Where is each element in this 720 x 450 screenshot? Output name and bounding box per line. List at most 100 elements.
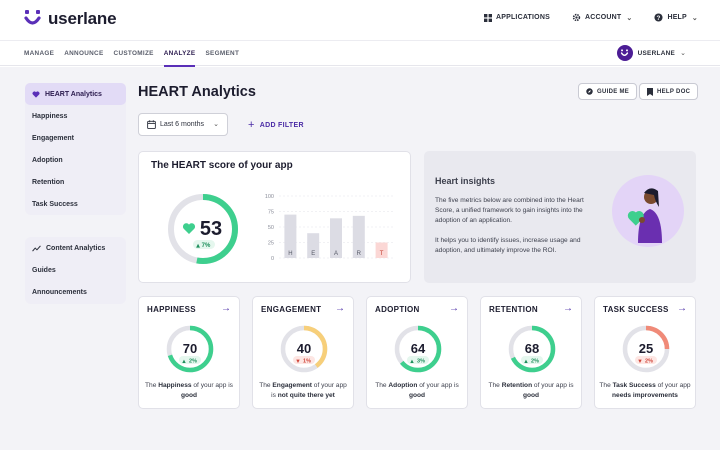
sidebar-heart-group: HEART Analytics Happiness Engagement Ado… (25, 83, 126, 215)
bar-label: A (334, 251, 338, 257)
bar-H (284, 214, 297, 258)
desc-status: good (408, 392, 426, 399)
bar-T (375, 242, 388, 258)
tab-segment[interactable]: SEGMENT (205, 50, 240, 57)
user-menu[interactable]: USERLANE ⌄ (616, 45, 686, 61)
heart-score-arc (168, 194, 238, 264)
metric-description: The Engagement of your app is not quite … (257, 381, 349, 401)
metric-card-adoption[interactable]: ADOPTION → 64 ▲ 3% The Adoption of your ap… (366, 296, 468, 409)
sidebar-item-task-success[interactable]: Task Success (25, 193, 126, 215)
bar-R (352, 215, 365, 258)
sidebar-item-announcements[interactable]: Announcements (25, 281, 126, 303)
chevron-down-icon: ⌄ (626, 14, 633, 22)
y-tick-label: 50 (268, 225, 274, 231)
desc-middle: of your app (655, 382, 691, 389)
metric-delta: 2% (531, 359, 539, 365)
sidebar-item-label: Guides (32, 266, 56, 274)
sidebar-item-retention[interactable]: Retention (25, 171, 126, 193)
sidebar-item-engagement[interactable]: Engagement (25, 127, 126, 149)
desc-prefix: The (375, 382, 389, 389)
insights-paragraph-1: The five metrics below are combined into… (435, 197, 584, 224)
metric-delta: 3% (417, 359, 425, 365)
tab-manage[interactable]: MANAGE (24, 50, 55, 57)
applications-menu[interactable]: APPLICATIONS (483, 13, 550, 22)
up-arrow-icon: ▲ (524, 360, 528, 365)
metric-delta: 2% (645, 359, 653, 365)
gauge-arc (622, 325, 670, 373)
date-range-value: Last 6 months (160, 121, 204, 128)
metric-gauge: 64 ▲ 3% (394, 325, 442, 373)
bar-E (307, 233, 320, 258)
userlane-logo[interactable]: userlane (24, 9, 117, 29)
heart-score-gauge: 53 ▲ 7% (168, 194, 238, 264)
desc-prefix: The (145, 382, 159, 389)
sidebar-item-content-analytics[interactable]: Content Analytics (25, 237, 126, 259)
sidebar-item-happiness[interactable]: Happiness (25, 105, 126, 127)
metric-delta: 1% (303, 359, 311, 365)
arrow-right-icon[interactable]: → (335, 303, 345, 314)
account-menu[interactable]: ACCOUNT ⌄ (572, 13, 632, 22)
bar-label: E (311, 251, 315, 257)
page-body: HEART Analytics Happiness Engagement Ado… (0, 67, 720, 450)
help-menu[interactable]: ? HELP ⌄ (654, 13, 698, 22)
sidebar-item-label: Content Analytics (46, 244, 106, 252)
guide-me-button[interactable]: GUIDE ME (578, 83, 638, 100)
desc-middle: of your app is (417, 382, 459, 389)
heart-score-title: The HEART score of your app (151, 160, 293, 171)
desc-prefix: The (488, 382, 502, 389)
avatar (616, 45, 633, 61)
heart-score-delta: 7% (202, 243, 211, 249)
arrow-right-icon[interactable]: → (677, 303, 687, 314)
bar-A (330, 218, 342, 258)
sidebar-item-heart-analytics[interactable]: HEART Analytics (25, 83, 126, 105)
desc-prefix: The (599, 382, 613, 389)
top-nav: APPLICATIONS ACCOUNT ⌄ ? HELP ⌄ (483, 13, 698, 22)
y-tick-label: 100 (265, 194, 274, 200)
gear-icon (572, 13, 581, 22)
guide-me-label: GUIDE ME (597, 88, 630, 95)
arrow-right-icon[interactable]: → (449, 303, 459, 314)
chevron-down-icon: ⌄ (213, 121, 219, 128)
brand-name: userlane (48, 9, 117, 28)
userlane-avatar-icon (620, 48, 629, 56)
date-range-select[interactable]: Last 6 months ⌄ (138, 113, 228, 136)
y-tick-label: 75 (268, 210, 274, 216)
metric-gauge: 40 ▼ 1% (280, 325, 328, 373)
add-filter-button[interactable]: + ADD FILTER (248, 119, 304, 131)
tab-analyze[interactable]: ANALYZE (163, 41, 196, 67)
arrow-right-icon[interactable]: → (221, 303, 231, 314)
page-title: HEART Analytics (138, 84, 256, 100)
desc-status: good (522, 392, 540, 399)
metric-card-task-success[interactable]: TASK SUCCESS → 25 ▼ 2% The Task Success of… (594, 296, 696, 409)
tab-customize[interactable]: CUSTOMIZE (113, 50, 154, 57)
sidebar-item-label: Retention (32, 178, 65, 186)
up-arrow-icon: ▲ (410, 360, 414, 365)
metric-title: ADOPTION (375, 305, 420, 314)
desc-middle: of your app is (271, 382, 347, 399)
metric-card-engagement[interactable]: ENGAGEMENT → 40 ▼ 1% The Engagement of you… (252, 296, 354, 409)
metric-description: The Retention of your app is good (485, 381, 577, 401)
desc-status: good (180, 392, 198, 399)
person-holding-heart-illustration (612, 175, 684, 247)
tab-announce[interactable]: ANNOUNCE (64, 50, 104, 57)
sidebar-content-group: Content Analytics Guides Announcements (25, 237, 126, 304)
bookmark-icon (647, 87, 653, 96)
sidebar-item-adoption[interactable]: Adoption (25, 149, 126, 171)
compass-icon (586, 88, 593, 95)
desc-metric-name: Engagement (272, 382, 312, 389)
metric-card-retention[interactable]: RETENTION → 68 ▲ 2% The Retention of your … (480, 296, 582, 409)
metric-card-happiness[interactable]: HAPPINESS → 70 ▲ 2% The Happiness of your … (138, 296, 240, 409)
sidebar-item-label: Task Success (32, 200, 78, 208)
sidebar-item-label: Announcements (32, 288, 87, 296)
desc-metric-name: Happiness (158, 382, 192, 389)
y-tick-label: 0 (271, 256, 274, 262)
desc-metric-name: Adoption (388, 382, 418, 389)
help-doc-button[interactable]: HELP DOC (639, 83, 699, 100)
metric-gauge: 25 ▼ 2% (622, 325, 670, 373)
sidebar-item-guides[interactable]: Guides (25, 259, 126, 281)
metric-delta: 2% (189, 359, 197, 365)
arrow-right-icon[interactable]: → (563, 303, 573, 314)
chevron-down-icon: ⌄ (691, 14, 698, 22)
applications-label: APPLICATIONS (495, 14, 550, 21)
heart-icon (182, 223, 196, 234)
